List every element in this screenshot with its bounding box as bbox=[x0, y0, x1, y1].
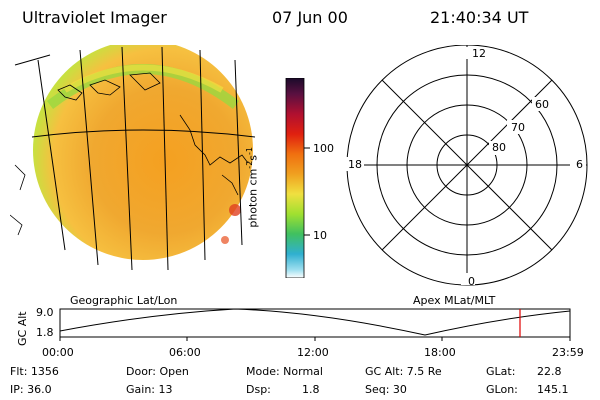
status-dsp-label: Dsp: bbox=[246, 383, 271, 396]
status-gain: Gain: 13 bbox=[126, 383, 173, 396]
status-glon-label: GLon: bbox=[486, 383, 518, 396]
altitude-plot bbox=[59, 308, 571, 341]
colorbar-unit-label: photon cm-2s-1 bbox=[245, 147, 260, 228]
altitude-ylabel: GC Alt bbox=[16, 311, 29, 346]
aurora-rim-inner bbox=[63, 64, 224, 93]
colorbar-tick-100: 100 bbox=[313, 142, 334, 155]
status-glat-label: GLat: bbox=[486, 365, 516, 378]
header-time: 21:40:34 UT bbox=[430, 8, 529, 27]
polar-diagonal-2 bbox=[381, 79, 553, 251]
unit-exp2: -1 bbox=[245, 146, 255, 155]
status-mode: Mode: Normal bbox=[246, 365, 323, 378]
status-gc-alt: GC Alt: 7.5 Re bbox=[365, 365, 442, 378]
unit-prefix: photon cm bbox=[246, 168, 260, 228]
colorbar-gradient bbox=[285, 78, 305, 278]
altitude-xtick: 18:00 bbox=[424, 346, 456, 359]
status-ip: IP: 36.0 bbox=[10, 383, 52, 396]
geographic-image-panel bbox=[10, 45, 256, 271]
status-flt: Flt: 1356 bbox=[10, 365, 59, 378]
altitude-ytick-bottom: 1.8 bbox=[36, 326, 54, 339]
status-glat-value: 22.8 bbox=[537, 365, 562, 378]
hot-spot bbox=[229, 204, 241, 216]
status-seq: Seq: 30 bbox=[365, 383, 407, 396]
polar-panel bbox=[346, 45, 588, 286]
coastlines bbox=[10, 72, 249, 236]
mlat-label-70: 70 bbox=[511, 121, 525, 134]
mlat-label-80: 80 bbox=[492, 141, 506, 154]
altitude-curve bbox=[59, 308, 571, 336]
mlt-label-0: 0 bbox=[468, 275, 475, 288]
altitude-plot-frame bbox=[59, 308, 571, 338]
mlt-label-12: 12 bbox=[472, 47, 486, 60]
earth-disk bbox=[33, 45, 253, 260]
status-door: Door: Open bbox=[126, 365, 189, 378]
mlt-label-6: 6 bbox=[576, 158, 583, 171]
header-date: 07 Jun 00 bbox=[272, 8, 348, 27]
app-title: Ultraviolet Imager bbox=[22, 8, 167, 27]
altitude-xtick: 23:59 bbox=[552, 346, 584, 359]
altitude-ytick-top: 9.0 bbox=[36, 306, 54, 319]
unit-mid: s bbox=[246, 154, 260, 161]
mlat-label-60: 60 bbox=[535, 98, 549, 111]
hot-spot bbox=[221, 236, 229, 244]
colorbar-tick-10: 10 bbox=[313, 229, 327, 242]
polar-panel-label: Apex MLat/MLT bbox=[413, 294, 496, 307]
altitude-xtick: 06:00 bbox=[169, 346, 201, 359]
altitude-xtick: 12:00 bbox=[297, 346, 329, 359]
lat-lon-grid bbox=[14, 46, 256, 271]
colorbar bbox=[285, 78, 310, 278]
status-dsp-value: 1.8 bbox=[302, 383, 320, 396]
geo-panel-label: Geographic Lat/Lon bbox=[70, 294, 178, 307]
unit-exp1: -2 bbox=[245, 160, 255, 169]
status-glon-value: 145.1 bbox=[537, 383, 569, 396]
altitude-xtick: 00:00 bbox=[42, 346, 74, 359]
mlt-label-18: 18 bbox=[348, 158, 362, 171]
